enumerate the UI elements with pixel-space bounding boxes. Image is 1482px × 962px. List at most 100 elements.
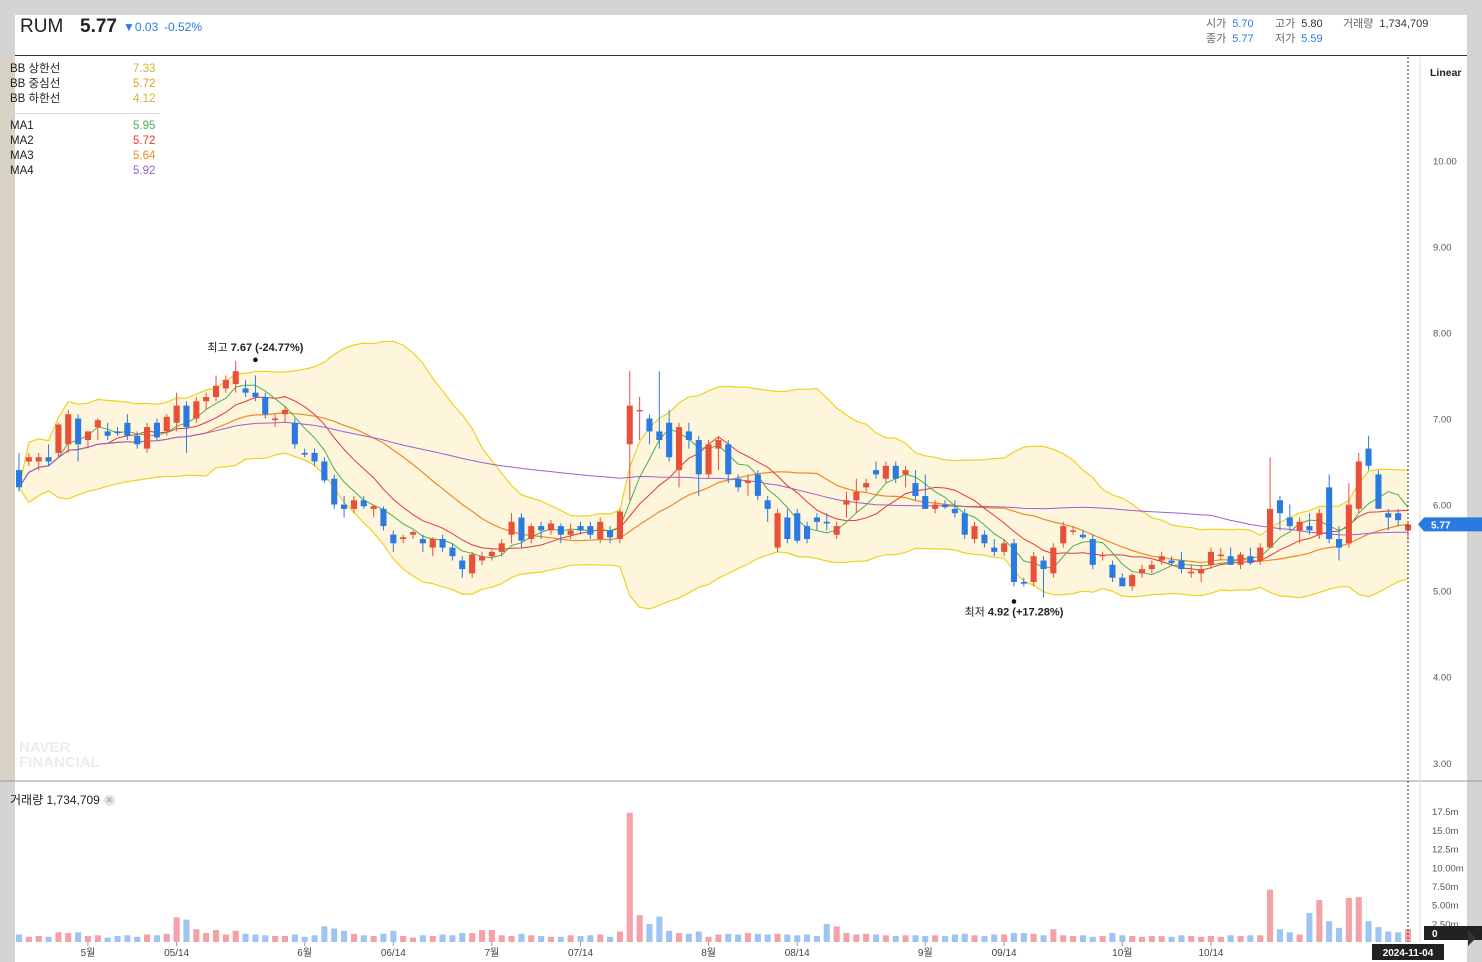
volume-bar[interactable] [124,935,131,942]
volume-bar[interactable] [479,930,486,942]
candle-body[interactable] [597,521,604,539]
candle-body[interactable] [1119,577,1126,587]
volume-bar[interactable] [410,937,417,943]
candle-body[interactable] [183,405,190,428]
candle-body[interactable] [153,422,160,438]
candle-body[interactable] [636,409,643,412]
candle-body[interactable] [1336,539,1343,548]
volume-bar[interactable] [804,934,811,943]
volume-bar[interactable] [1336,927,1343,942]
volume-bar[interactable] [853,934,860,943]
volume-bar[interactable] [1326,921,1333,942]
candle-body[interactable] [1395,513,1402,521]
volume-bar[interactable] [1099,936,1106,942]
candle-body[interactable] [144,427,151,449]
candle-body[interactable] [695,440,702,475]
candle-body[interactable] [272,418,279,421]
volume-bar[interactable] [380,933,387,942]
candle-body[interactable] [1276,500,1283,514]
volume-bar[interactable] [193,929,200,942]
candle-body[interactable] [222,379,229,389]
volume-bar[interactable] [892,936,899,942]
candle-body[interactable] [873,470,880,475]
volume-bar[interactable] [1247,935,1254,942]
volume-bar[interactable] [272,936,279,942]
volume-bar[interactable] [518,933,525,942]
volume-bar[interactable] [213,930,220,942]
candle-body[interactable] [134,435,141,445]
volume-bar[interactable] [1355,897,1362,942]
candle-body[interactable] [508,521,515,535]
candle-body[interactable] [469,554,476,574]
candle-body[interactable] [1158,556,1165,561]
candle-body[interactable] [16,470,23,488]
candle-body[interactable] [557,526,564,535]
volume-bar[interactable] [1227,935,1234,942]
volume-bar[interactable] [873,934,880,943]
volume-bar[interactable] [1178,935,1185,942]
volume-bar[interactable] [134,936,141,942]
volume-bar[interactable] [222,934,229,943]
candle-body[interactable] [922,496,929,509]
candle-body[interactable] [341,504,348,509]
candle-body[interactable] [449,547,456,557]
candle-body[interactable] [1257,547,1264,561]
volume-bar[interactable] [695,931,702,943]
volume-bar[interactable] [547,936,554,942]
candle-body[interactable] [1326,487,1333,539]
volume-bar[interactable] [577,936,584,942]
volume-bar[interactable] [774,933,781,942]
volume-bar[interactable] [1001,934,1008,943]
candle-body[interactable] [774,513,781,548]
candle-body[interactable] [804,526,811,539]
volume-bar[interactable] [528,935,535,942]
candle-body[interactable] [1030,556,1037,582]
volume-bar[interactable] [666,930,673,942]
candle-body[interactable] [607,530,614,538]
volume-bar[interactable] [1158,936,1165,942]
candle-body[interactable] [321,461,328,481]
candle-body[interactable] [1079,534,1086,538]
candle-body[interactable] [951,508,958,514]
candle-body[interactable] [685,431,692,440]
candle-body[interactable] [715,440,722,449]
volume-bar[interactable] [557,936,564,942]
candle-body[interactable] [1089,539,1096,565]
volume-bar[interactable] [567,935,574,942]
candle-body[interactable] [833,526,840,535]
volume-bar[interactable] [813,936,820,942]
volume-bar[interactable] [1395,932,1402,942]
volume-bar[interactable] [1168,936,1175,942]
candle-body[interactable] [538,526,545,531]
volume-bar[interactable] [1217,936,1224,942]
candle-body[interactable] [971,526,978,539]
volume-bar[interactable] [1060,935,1067,942]
candle-body[interactable] [498,543,505,552]
volume-bar[interactable] [114,936,121,942]
candle-body[interactable] [744,480,751,484]
candle-body[interactable] [942,504,949,508]
candle-body[interactable] [784,517,791,540]
candle-body[interactable] [754,474,761,496]
volume-bar[interactable] [1010,933,1017,942]
candle-body[interactable] [1286,517,1293,527]
candle-body[interactable] [932,504,939,509]
candle-body[interactable] [439,539,446,548]
legend-bb-middle[interactable]: BB 중심선 5.72 [10,78,156,90]
volume-bar[interactable] [55,932,62,942]
candle-body[interactable] [725,444,732,475]
candle-body[interactable] [390,534,397,544]
candle-body[interactable] [370,506,377,509]
volume-bar[interactable] [981,936,988,942]
volume-bar[interactable] [35,936,42,942]
candle-body[interactable] [1365,448,1372,466]
volume-bar[interactable] [764,934,771,943]
volume-bar[interactable] [1050,929,1057,942]
volume-bar[interactable] [942,936,949,942]
candle-body[interactable] [1099,554,1106,557]
candle-body[interactable] [991,547,998,552]
candle-body[interactable] [577,526,584,531]
volume-bar[interactable] [183,919,190,942]
volume-bar[interactable] [1030,933,1037,942]
volume-bar[interactable] [685,933,692,942]
